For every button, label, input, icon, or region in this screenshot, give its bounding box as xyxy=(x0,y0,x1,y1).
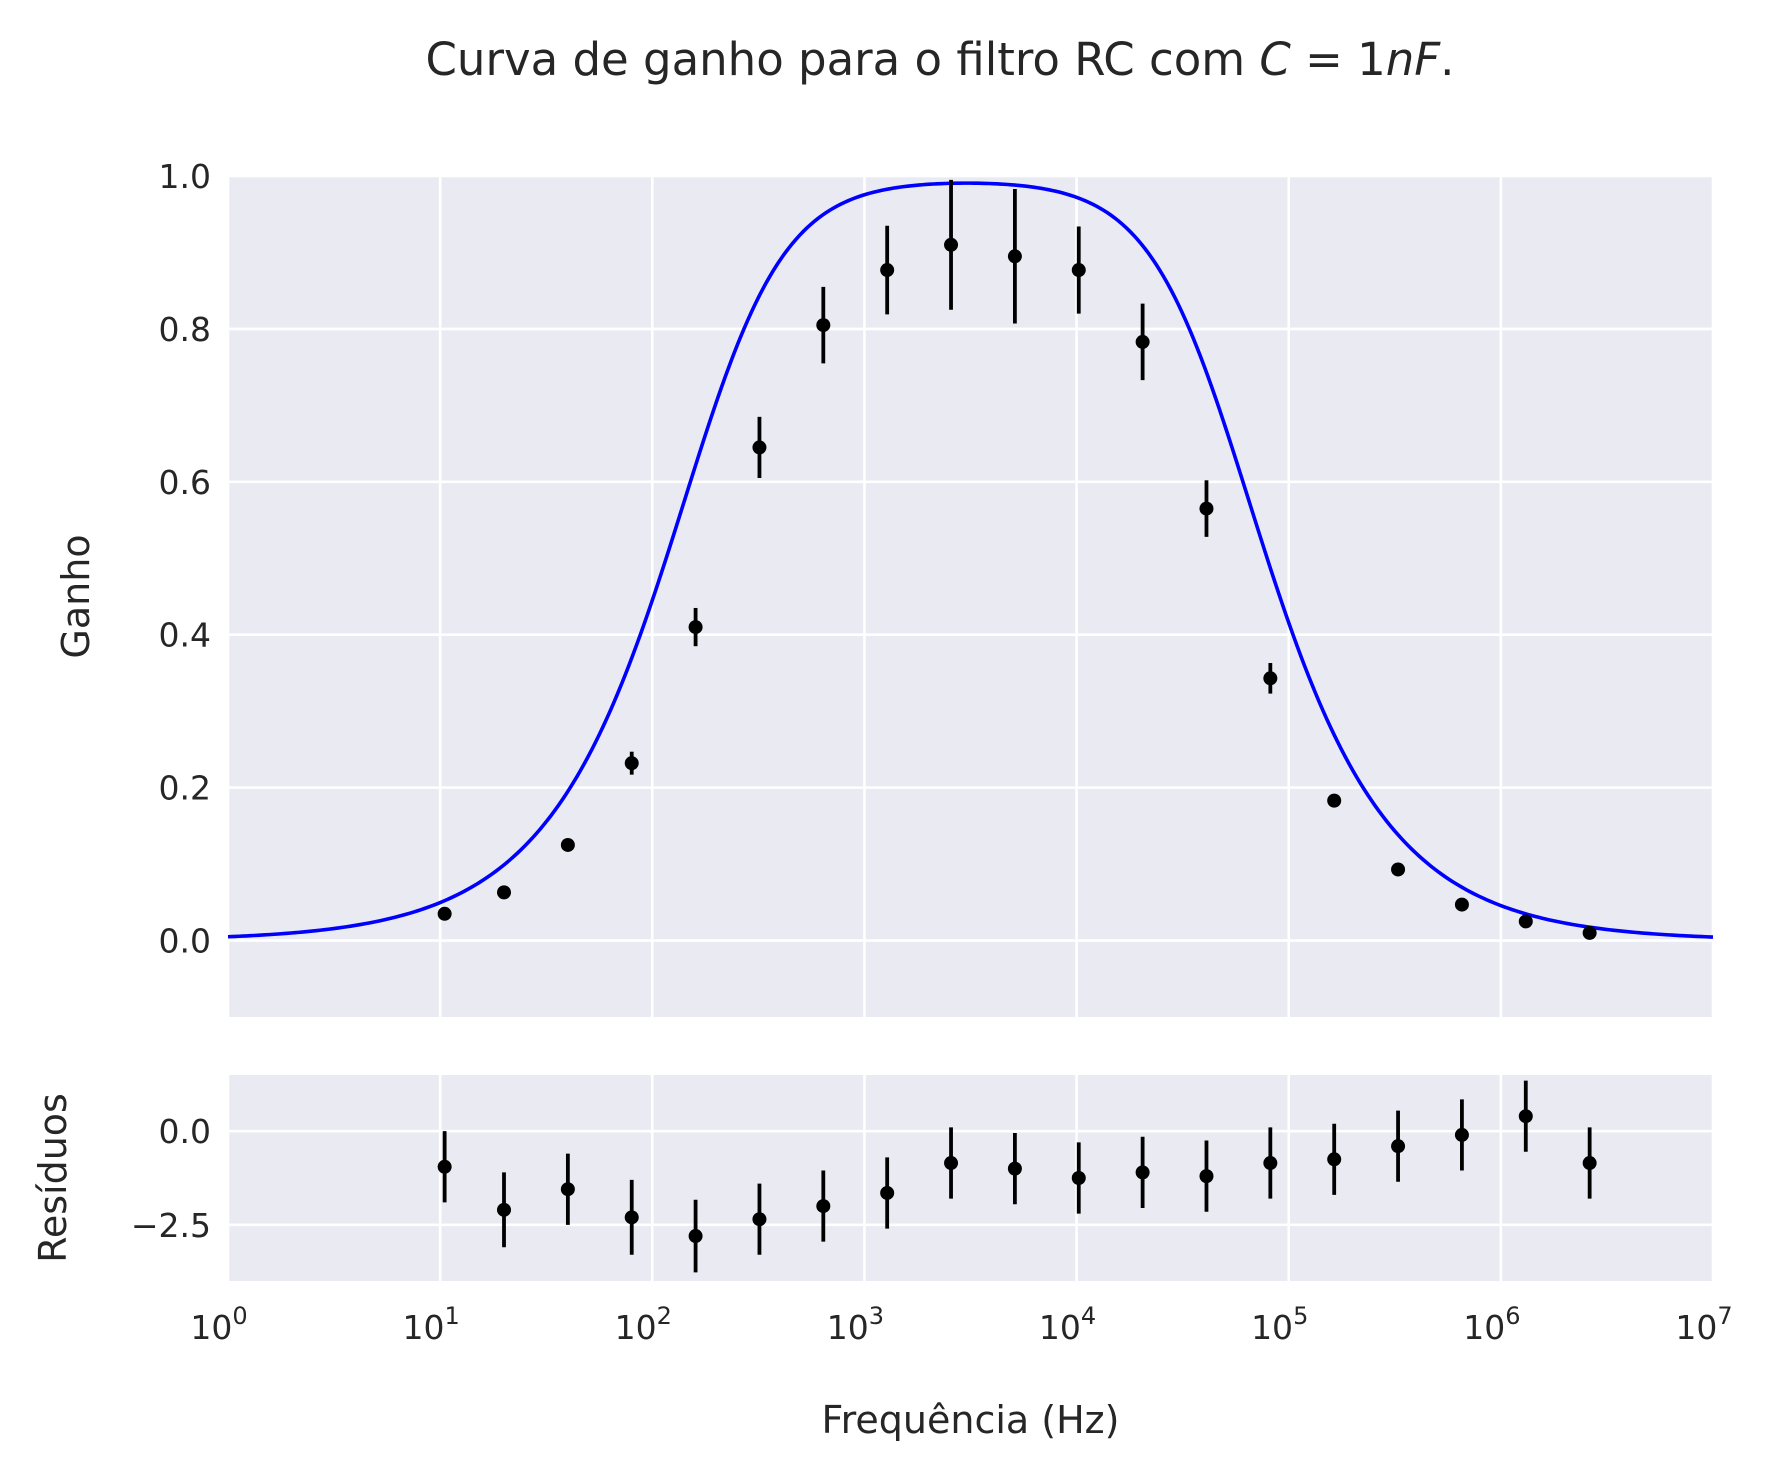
residual-point xyxy=(816,1199,831,1214)
residual-point xyxy=(1135,1165,1150,1180)
frequency-x-tick-label: 104 xyxy=(1039,1302,1096,1347)
gain-point xyxy=(1135,334,1150,349)
residual-point xyxy=(752,1212,767,1227)
gain-y-tick-label: 0.4 xyxy=(159,616,211,655)
residual-point xyxy=(688,1229,703,1244)
residuals-y-axis-label: Resíduos xyxy=(31,1093,75,1263)
gain-y-ticks: 0.0 0.2 0.4 0.6 0.8 1.0 xyxy=(159,157,211,961)
residual-point xyxy=(1007,1161,1022,1176)
residual-point xyxy=(560,1182,575,1197)
frequency-x-tick-label: 101 xyxy=(403,1302,460,1347)
gain-y-tick-label: 0.2 xyxy=(159,769,211,808)
residual-point xyxy=(437,1159,452,1174)
gain-point xyxy=(752,440,767,455)
gain-point xyxy=(1454,897,1469,912)
gain-point xyxy=(1391,862,1406,877)
residual-point xyxy=(1454,1127,1469,1142)
gain-plot-background xyxy=(228,176,1713,1017)
residual-point xyxy=(1071,1171,1086,1185)
gain-y-tick-label: 0.6 xyxy=(159,463,211,502)
gain-points-group xyxy=(437,179,1597,940)
residual-point xyxy=(944,1156,959,1171)
residuals-plot-panel: 0.0 −2.5 100 101 102 103 104 105 106 107 xyxy=(131,1075,1733,1347)
gain-point xyxy=(624,756,639,771)
gain-point xyxy=(688,620,703,635)
residuals-y-ticks: 0.0 −2.5 xyxy=(131,1112,211,1245)
residual-point xyxy=(1199,1169,1214,1184)
residual-point xyxy=(1391,1139,1406,1154)
gain-point xyxy=(1071,263,1086,278)
residual-point xyxy=(1518,1109,1533,1124)
gain-point xyxy=(497,885,512,900)
gain-y-tick-label: 0.0 xyxy=(159,922,211,961)
gain-plot-grid xyxy=(226,174,1715,1017)
gain-point xyxy=(1007,249,1022,264)
fit-curve xyxy=(227,181,1714,939)
frequency-x-axis-label: Frequência (Hz) xyxy=(822,1398,1120,1442)
frequency-x-tick-label: 106 xyxy=(1463,1302,1520,1347)
gain-point xyxy=(560,837,575,852)
gain-y-tick-label: 1.0 xyxy=(159,157,211,196)
residuals-y-tick-label: 0.0 xyxy=(159,1112,211,1151)
gain-point xyxy=(1582,925,1597,940)
frequency-x-tick-label: 103 xyxy=(827,1302,884,1347)
gain-point xyxy=(1263,671,1278,686)
residual-point xyxy=(1327,1152,1342,1167)
residual-point xyxy=(1263,1156,1278,1171)
gain-point xyxy=(1518,914,1533,929)
residual-point xyxy=(624,1210,639,1225)
gain-point xyxy=(816,318,831,333)
residual-point xyxy=(497,1202,512,1217)
gain-point xyxy=(1199,501,1214,516)
gain-point xyxy=(437,906,452,921)
gain-y-tick-label: 0.8 xyxy=(159,310,211,349)
frequency-x-tick-label: 105 xyxy=(1251,1302,1308,1347)
gain-point xyxy=(1327,793,1342,808)
residual-points-group xyxy=(437,1080,1597,1273)
residual-point xyxy=(1582,1156,1597,1171)
residuals-y-tick-label: −2.5 xyxy=(131,1206,211,1245)
frequency-x-tick-label: 107 xyxy=(1675,1302,1732,1347)
gain-point xyxy=(944,237,959,252)
gain-y-axis-label: Ganho xyxy=(54,534,98,658)
fit-curve-group xyxy=(227,181,1714,939)
chart-title: Curva de ganho para o filtro RC com C = … xyxy=(426,33,1455,86)
gain-plot-panel: 0.0 0.2 0.4 0.6 0.8 1.0 xyxy=(159,157,1715,1017)
frequency-x-tick-label: 102 xyxy=(615,1302,672,1347)
gain-point xyxy=(880,263,895,278)
residuals-plot-background xyxy=(228,1075,1713,1281)
frequency-x-tick-label: 100 xyxy=(190,1302,247,1347)
residual-point xyxy=(880,1185,895,1200)
frequency-x-ticks: 100 101 102 103 104 105 106 107 xyxy=(190,1302,1732,1347)
